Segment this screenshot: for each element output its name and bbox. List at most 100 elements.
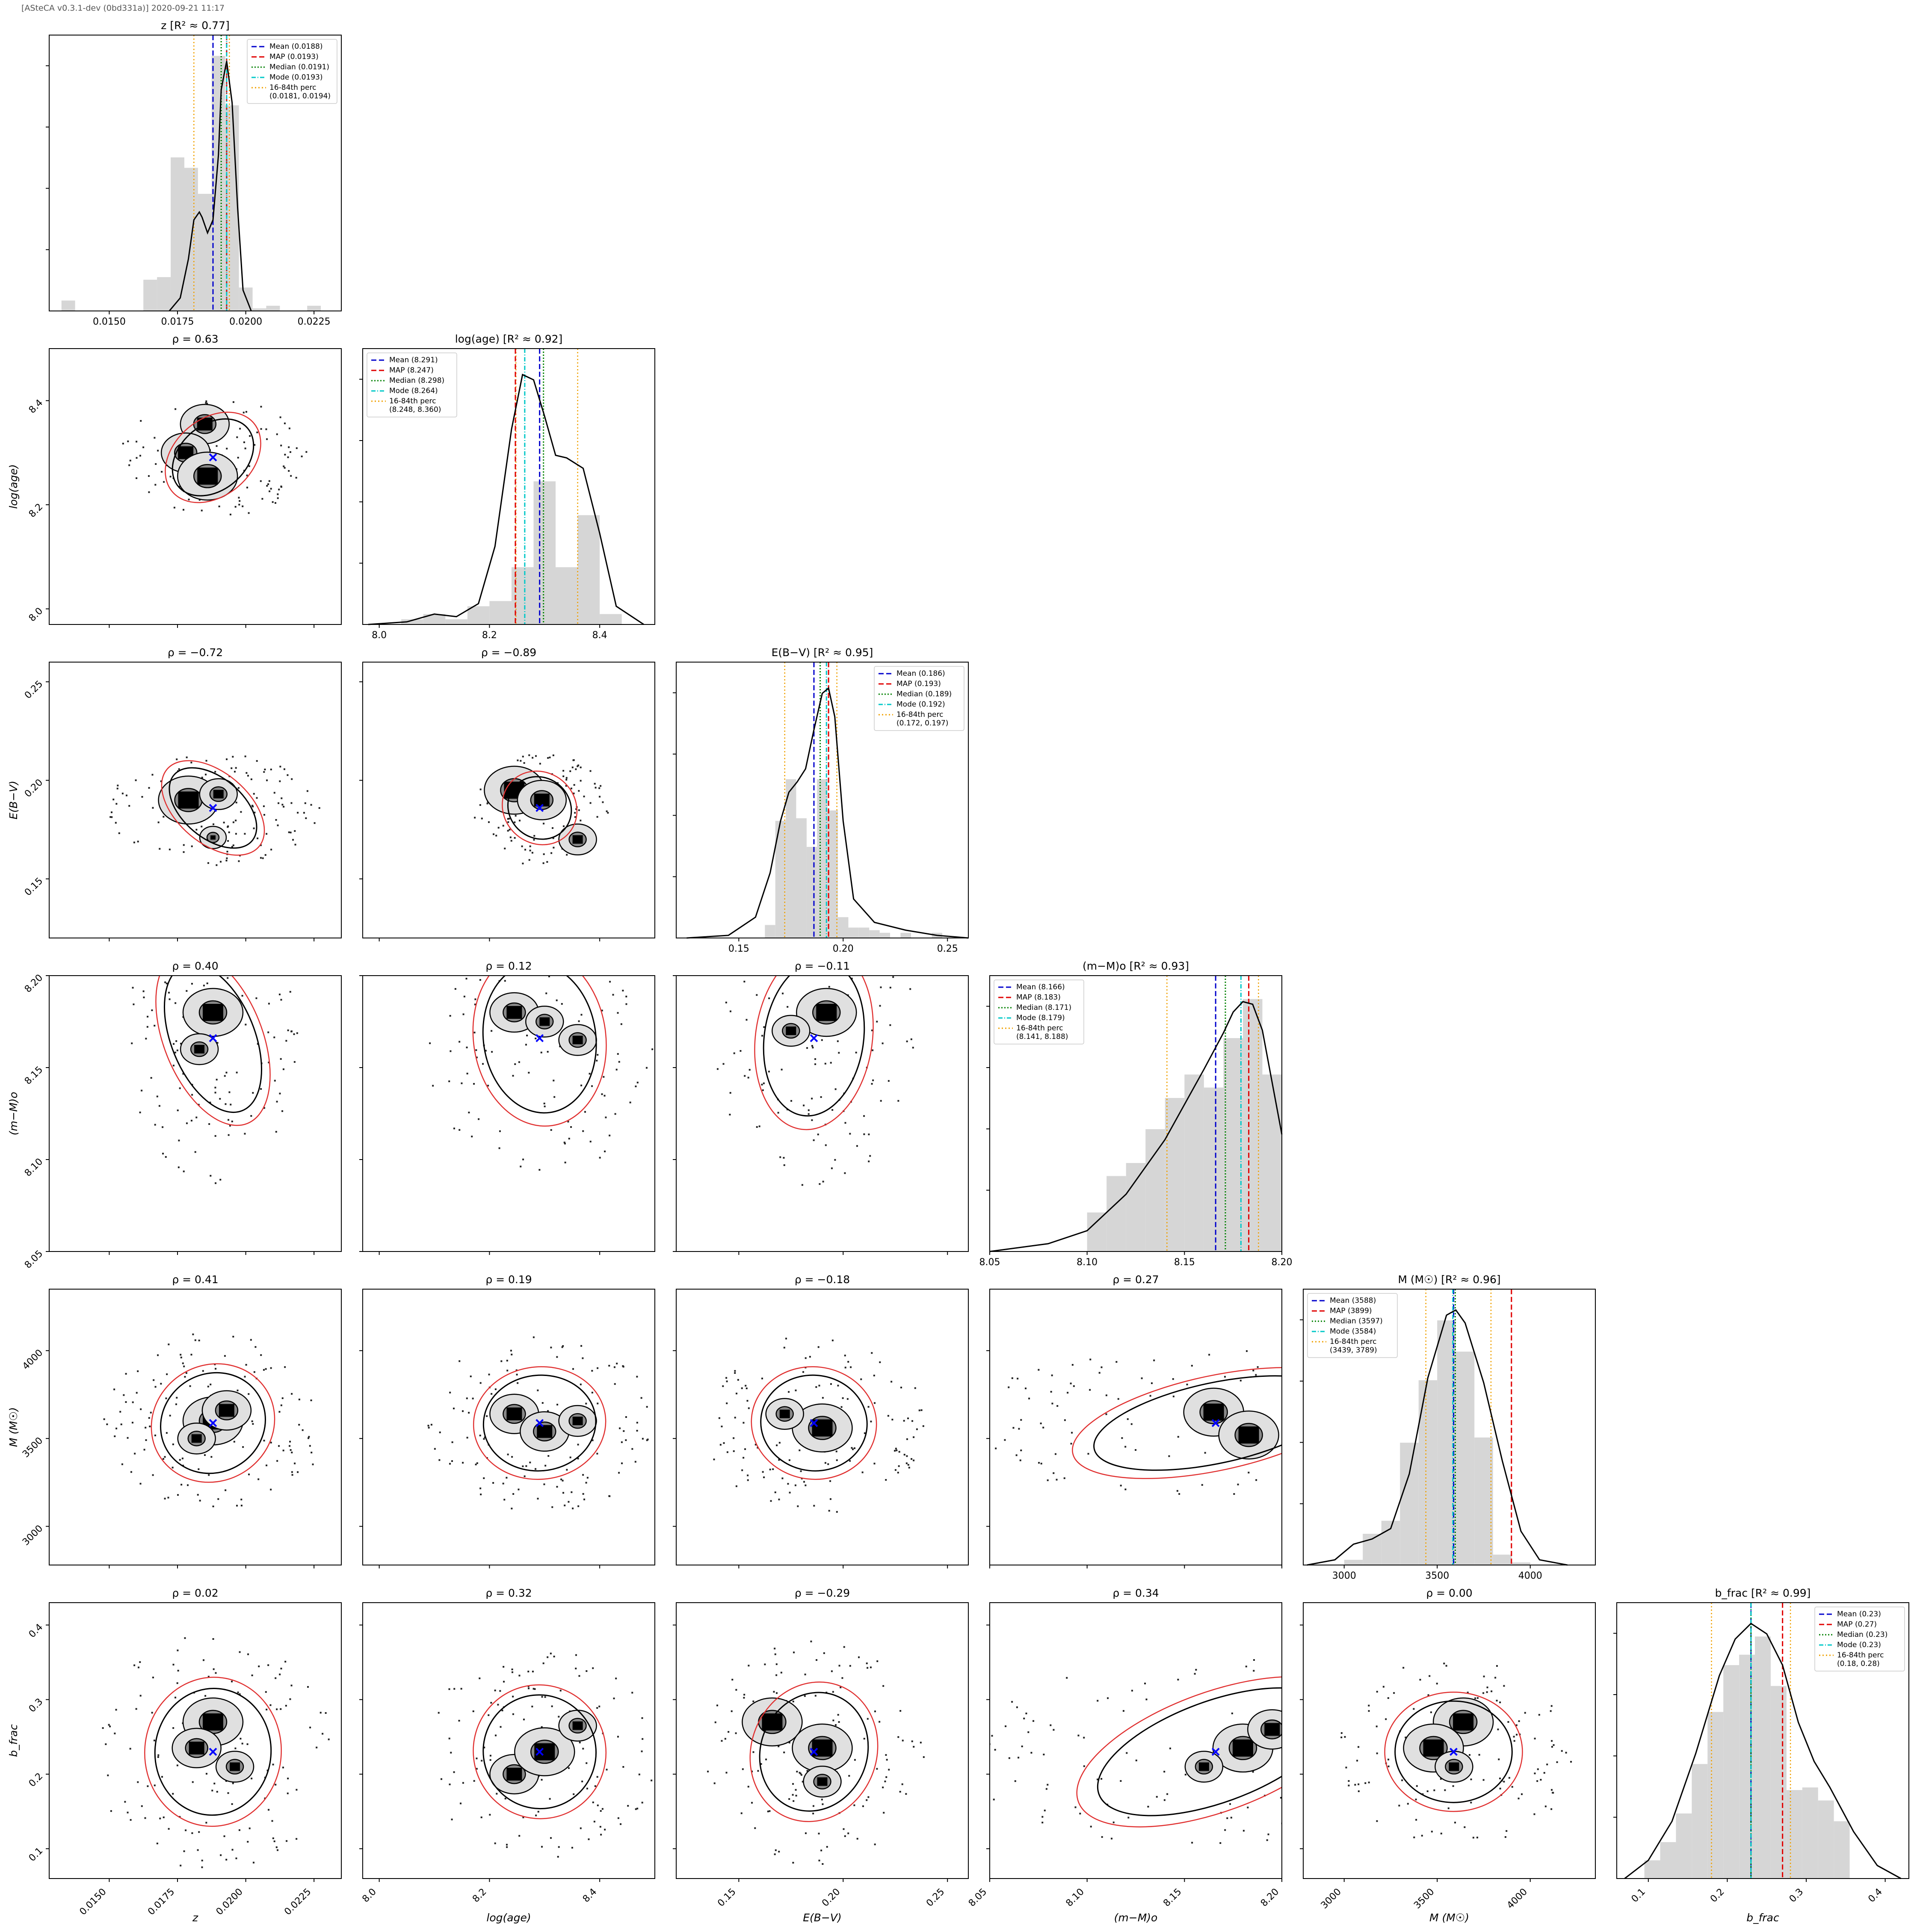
sample-point: [1043, 1754, 1045, 1756]
sample-point: [802, 1781, 804, 1783]
sample-point: [494, 1689, 496, 1692]
legend-label: MAP (3899): [1330, 1307, 1372, 1315]
sample-point: [598, 787, 601, 789]
density-peak: [213, 790, 224, 799]
sample-point: [229, 971, 231, 973]
sample-point: [556, 1356, 558, 1358]
sample-point: [157, 450, 159, 452]
sample-point: [232, 844, 234, 846]
sample-point: [242, 1446, 244, 1448]
outer-contour: [482, 1374, 597, 1472]
sample-point: [150, 1077, 152, 1079]
sample-point: [977, 1447, 979, 1449]
sample-point: [199, 1500, 201, 1502]
sample-point: [1245, 1666, 1247, 1668]
outer-contour: [507, 776, 572, 840]
sample-point: [201, 825, 203, 828]
sample-point: [578, 1020, 580, 1022]
sample-point: [480, 1493, 482, 1495]
sample-point: [1387, 1697, 1389, 1699]
sample-point: [260, 480, 262, 482]
sample-point: [1556, 1761, 1558, 1763]
sample-point: [234, 1747, 237, 1749]
sample-point: [847, 1832, 849, 1834]
sample-point: [596, 816, 598, 818]
sample-point: [613, 1697, 615, 1699]
sample-point: [289, 1698, 291, 1700]
legend-label: 16-84th perc: [1016, 1024, 1063, 1033]
sample-point: [144, 1817, 146, 1819]
sample-point: [1376, 1463, 1377, 1465]
sample-point: [1219, 1842, 1222, 1844]
legend-label: (8.141, 8.188): [1016, 1033, 1068, 1041]
legend-label: 16-84th perc: [269, 83, 316, 92]
sample-point: [1038, 1369, 1040, 1371]
sample-point: [1340, 1736, 1343, 1738]
sample-point: [731, 1710, 733, 1712]
sample-point: [756, 1126, 758, 1128]
outer-contour: [169, 767, 257, 849]
sample-point: [575, 768, 577, 770]
sample-point: [504, 847, 506, 849]
sample-point: [236, 436, 238, 438]
sample-point: [281, 1110, 284, 1112]
sample-point: [544, 1465, 547, 1467]
sample-point: [1040, 1422, 1042, 1424]
sample-point: [776, 1444, 778, 1447]
sample-point: [629, 1101, 631, 1104]
sample-point: [597, 1804, 599, 1806]
sample-point: [849, 1133, 851, 1135]
legend-label: MAP (0.27): [1837, 1620, 1877, 1629]
sample-point: [1553, 1744, 1555, 1746]
sample-point: [480, 1816, 482, 1818]
sample-point: [1369, 1690, 1371, 1692]
sample-point: [778, 949, 780, 951]
sample-point: [781, 1477, 784, 1479]
sample-point: [718, 1417, 720, 1419]
sample-point: [140, 420, 142, 422]
x-tick-label: 0.15: [716, 1887, 738, 1909]
sample-point: [1363, 1454, 1365, 1456]
x-tick-label: 4000: [1518, 1571, 1542, 1581]
density-peak: [537, 1425, 553, 1438]
sample-point: [880, 986, 882, 988]
sample-point: [913, 1459, 915, 1462]
sample-point: [506, 1846, 508, 1848]
sample-point: [568, 1138, 570, 1140]
x-axis-label-dm: (m−M)o: [1114, 1911, 1158, 1924]
sample-point: [918, 1409, 920, 1411]
sample-point: [641, 1717, 643, 1719]
sample-point: [758, 1125, 760, 1127]
x-tick-label: 8.2: [470, 1887, 488, 1905]
sample-point: [244, 833, 246, 835]
sample-point: [623, 1430, 625, 1432]
sample-point: [205, 1772, 207, 1775]
sample-point: [596, 1776, 598, 1778]
rho-label: ρ = 0.27: [1112, 1273, 1159, 1286]
sample-point: [488, 1373, 490, 1376]
sample-point: [844, 1835, 846, 1837]
sample-point: [873, 1374, 875, 1376]
sample-point: [214, 1086, 216, 1089]
sample-point: [115, 1709, 117, 1711]
x-tick-label: 8.15: [1174, 1257, 1195, 1268]
sample-point: [577, 765, 579, 767]
x-tick-label: 0.4: [1866, 1887, 1884, 1905]
sample-point: [206, 948, 207, 950]
sample-point: [1507, 1721, 1509, 1723]
sample-point: [1266, 1839, 1268, 1841]
sample-point: [280, 1708, 282, 1710]
sample-point: [599, 1157, 601, 1159]
sample-point: [747, 1077, 749, 1079]
sample-point: [799, 1772, 802, 1775]
sample-point: [163, 1458, 165, 1460]
sample-point: [770, 1500, 772, 1502]
sample-point: [209, 1101, 211, 1104]
x-tick-label: 0.0175: [146, 1887, 177, 1917]
sample-point: [1100, 1366, 1103, 1368]
sample-point: [267, 483, 269, 485]
sample-point: [902, 973, 904, 975]
sample-point: [279, 766, 281, 768]
sample-point: [906, 1040, 908, 1042]
sample-point: [735, 1485, 737, 1487]
